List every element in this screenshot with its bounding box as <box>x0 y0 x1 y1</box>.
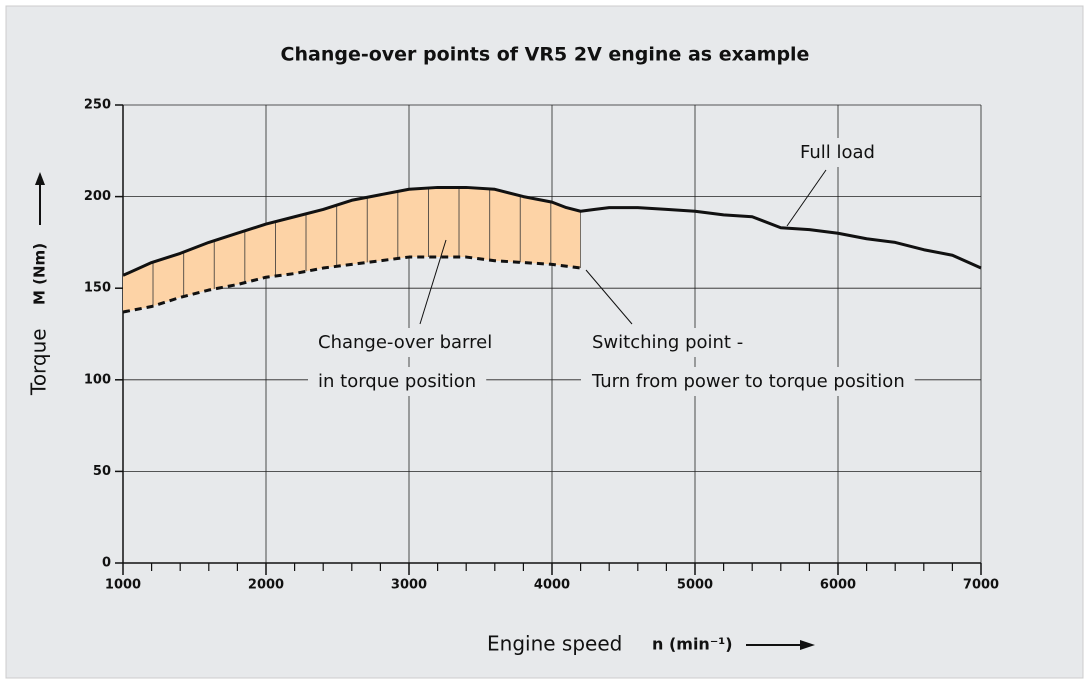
y-axis-label: Torque <box>27 328 51 396</box>
y-axis-unit: M (Nm) <box>31 243 49 305</box>
chart-title: Change-over points of VR5 2V engine as e… <box>281 44 810 66</box>
y-tick-label: 100 <box>84 372 111 387</box>
annotation-bg <box>308 367 487 396</box>
series-line <box>122 185 982 277</box>
leader-line <box>786 169 827 227</box>
y-tick-label: 200 <box>84 189 111 204</box>
y-arrow-head <box>35 172 45 185</box>
x-tick-label: 7000 <box>963 578 999 593</box>
leader-line <box>585 269 633 325</box>
series-line <box>122 255 581 314</box>
x-tick-label: 3000 <box>391 578 427 593</box>
y-tick-label: 50 <box>93 464 111 479</box>
x-arrow-head <box>800 640 815 650</box>
annotation: Change-over barrel <box>318 332 492 353</box>
x-tick-label: 2000 <box>248 578 284 593</box>
x-axis-unit: n (min⁻¹) <box>652 635 733 654</box>
x-tick-label: 1000 <box>105 578 141 593</box>
annotation-bg <box>790 138 885 167</box>
x-tick-label: 5000 <box>677 578 713 593</box>
x-tick-label: 6000 <box>820 578 856 593</box>
y-tick-label: 0 <box>102 556 111 571</box>
annotation: Full load <box>800 142 875 163</box>
y-tick-label: 250 <box>84 98 111 113</box>
leader-line <box>419 239 447 325</box>
x-tick-label: 4000 <box>534 578 570 593</box>
annotation-bg <box>581 367 915 396</box>
y-tick-label: 150 <box>84 281 111 296</box>
background <box>5 5 1084 679</box>
annotation: Switching point - <box>592 332 743 353</box>
annotation: Turn from power to torque position <box>591 371 905 392</box>
barrel-area <box>123 187 581 313</box>
annotation: in torque position <box>318 371 476 392</box>
x-axis-label: Engine speed <box>487 632 622 656</box>
annotation-bg <box>308 328 503 357</box>
annotation-bg <box>582 328 754 357</box>
